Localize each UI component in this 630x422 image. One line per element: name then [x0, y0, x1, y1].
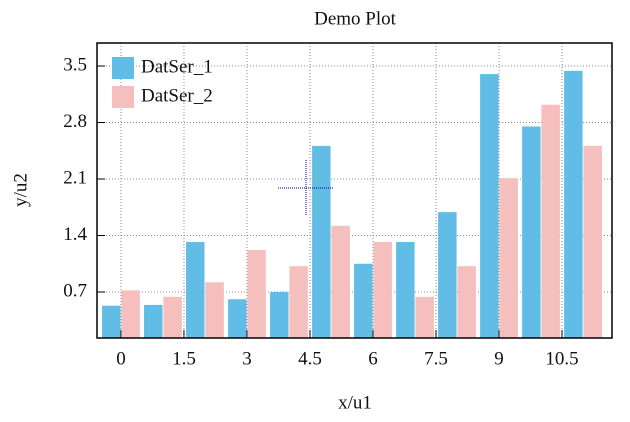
bar — [522, 126, 541, 338]
x-tick-label: 0 — [116, 348, 126, 369]
bar — [289, 266, 308, 338]
x-axis-label: x/u1 — [338, 392, 372, 413]
bar — [331, 225, 350, 338]
bar — [205, 282, 224, 338]
y-tick-label: 2.1 — [63, 167, 87, 188]
x-tick-label: 6 — [368, 348, 378, 369]
bar — [312, 145, 331, 338]
bar — [541, 104, 560, 338]
bar — [480, 74, 499, 339]
y-tick-label: 3.5 — [63, 54, 87, 75]
legend-label: DatSer_2 — [141, 85, 213, 106]
bar — [270, 291, 289, 338]
bar — [354, 263, 373, 338]
bar — [415, 296, 434, 338]
bar — [228, 299, 247, 338]
y-axis-label: y/u2 — [10, 173, 31, 207]
x-tick-label: 9 — [494, 348, 504, 369]
legend-swatch — [112, 86, 134, 108]
x-tick-label: 4.5 — [298, 348, 322, 369]
bar — [144, 304, 163, 338]
bar — [499, 178, 518, 338]
bar — [186, 241, 205, 338]
legend-label: DatSer_1 — [141, 56, 213, 77]
y-tick-label: 2.8 — [63, 111, 87, 132]
bar — [247, 250, 266, 338]
x-tick-label: 1.5 — [172, 348, 196, 369]
bar — [163, 296, 182, 338]
plot-frame — [96, 42, 613, 339]
bar — [457, 266, 476, 338]
bar — [583, 145, 602, 338]
bar — [564, 70, 583, 338]
y-tick-label: 0.7 — [63, 280, 87, 301]
bar — [373, 241, 392, 338]
chart-title: Demo Plot — [314, 8, 397, 29]
legend-swatch — [112, 57, 134, 79]
bar — [396, 241, 415, 338]
y-tick-label: 1.4 — [63, 224, 87, 245]
x-tick-label: 10.5 — [545, 348, 578, 369]
x-tick-label: 7.5 — [424, 348, 448, 369]
bar — [121, 290, 140, 338]
bar — [102, 305, 121, 338]
bar — [438, 212, 457, 338]
x-tick-label: 3 — [242, 348, 252, 369]
